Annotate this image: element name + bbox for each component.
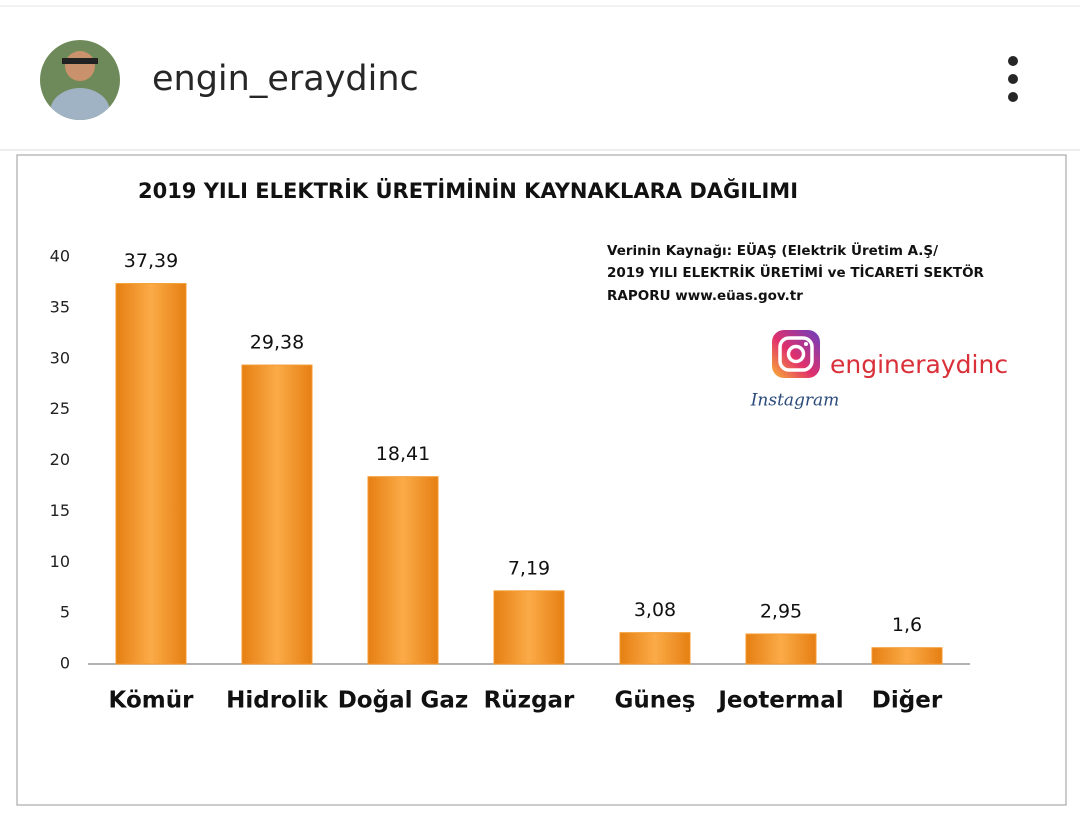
bar bbox=[367, 476, 439, 665]
source-line: Verinin Kaynağı: EÜAŞ (Elektrik Üretim A… bbox=[607, 241, 938, 259]
bar bbox=[493, 590, 565, 665]
y-tick-label: 10 bbox=[50, 552, 70, 571]
y-tick-label: 15 bbox=[50, 501, 70, 520]
source-line: 2019 YILI ELEKTRİK ÜRETİMİ ve TİCARETİ S… bbox=[607, 263, 985, 281]
y-tick-label: 30 bbox=[50, 348, 70, 367]
y-tick-label: 35 bbox=[50, 297, 70, 316]
value-label: 37,39 bbox=[124, 250, 178, 272]
source-line: RAPORU www.eüas.gov.tr bbox=[607, 288, 803, 304]
x-tick-label: Doğal Gaz bbox=[338, 688, 469, 714]
y-tick-label: 5 bbox=[60, 603, 70, 622]
x-tick-label: Kömür bbox=[109, 688, 195, 714]
username[interactable]: engin_eraydinc bbox=[152, 59, 419, 99]
x-tick-label: Hidrolik bbox=[226, 688, 329, 714]
value-label: 18,41 bbox=[376, 443, 430, 465]
value-label: 29,38 bbox=[250, 332, 304, 354]
avatar[interactable] bbox=[40, 40, 120, 136]
bar bbox=[241, 364, 313, 665]
bar bbox=[619, 632, 691, 665]
more-menu[interactable] bbox=[1008, 56, 1018, 102]
x-tick-label: Rüzgar bbox=[484, 688, 575, 714]
value-label: 3,08 bbox=[634, 599, 676, 621]
x-tick-label: Diğer bbox=[872, 688, 943, 714]
bar bbox=[115, 283, 187, 665]
value-label: 7,19 bbox=[508, 557, 550, 579]
header bbox=[0, 0, 1080, 150]
y-tick-label: 0 bbox=[60, 654, 70, 673]
x-tick-label: Jeotermal bbox=[716, 688, 843, 714]
source-note: Verinin Kaynağı: EÜAŞ (Elektrik Üretim A… bbox=[607, 241, 985, 304]
instagram-logo bbox=[772, 330, 820, 378]
watermark-brand: Instagram bbox=[750, 391, 840, 411]
chart-title: 2019 YILI ELEKTRİK ÜRETİMİNİN KAYNAKLARA… bbox=[138, 178, 798, 203]
value-label: 2,95 bbox=[760, 600, 802, 622]
bar bbox=[871, 647, 943, 665]
y-tick-label: 40 bbox=[50, 247, 70, 266]
value-label: 1,6 bbox=[892, 614, 922, 636]
watermark-handle: engineraydinc bbox=[830, 350, 1008, 379]
bar bbox=[745, 633, 817, 665]
chart-frame bbox=[16, 154, 1067, 806]
x-tick-label: Güneş bbox=[615, 688, 696, 714]
y-tick-label: 25 bbox=[50, 399, 70, 418]
y-tick-label: 20 bbox=[50, 450, 70, 469]
